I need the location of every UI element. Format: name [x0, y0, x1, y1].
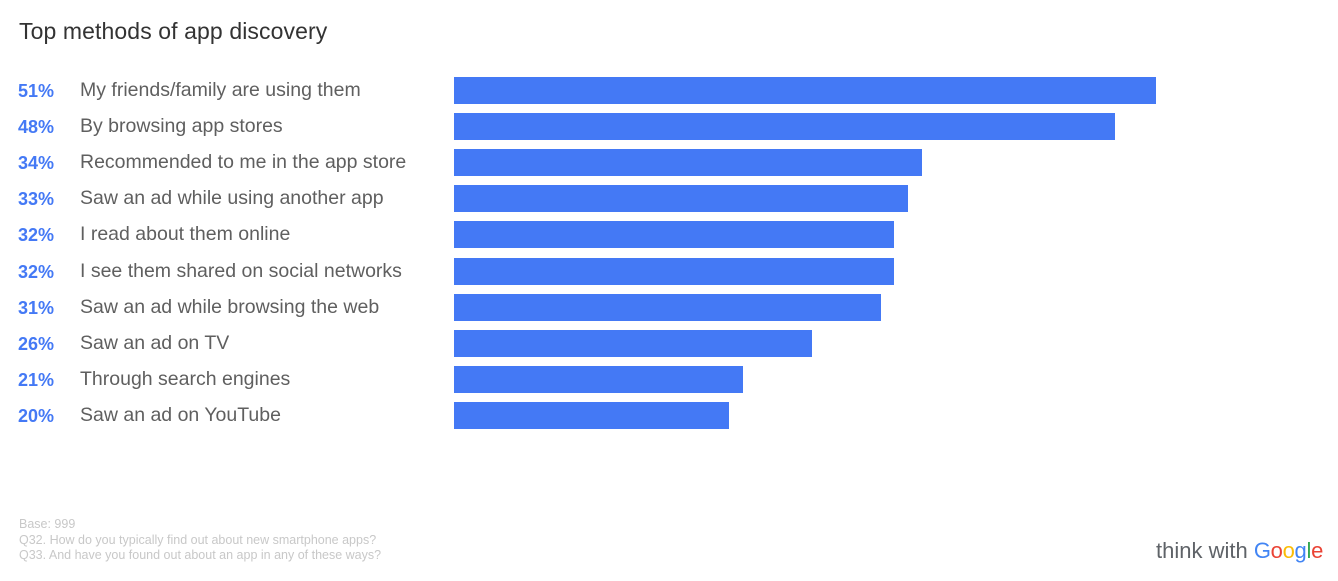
value-label: 32%: [18, 261, 55, 282]
footnote-base: Base: 999: [19, 517, 76, 531]
category-label: Saw an ad on TV: [80, 331, 230, 354]
google-letter: e: [1311, 538, 1323, 563]
category-label: Saw an ad while browsing the web: [80, 295, 380, 318]
footnote: Base: 999 Q32. How do you typically find…: [19, 517, 381, 564]
category-label: Recommended to me in the app store: [80, 151, 407, 174]
brand-prefix: think with: [1156, 538, 1254, 563]
chart-title: Top methods of app discovery: [19, 18, 328, 44]
google-letter: o: [1282, 538, 1295, 563]
category-label: Saw an ad on YouTube: [80, 403, 281, 426]
google-letter: l: [1306, 538, 1312, 563]
google-letter: G: [1253, 538, 1271, 563]
bar-chart: 51% My friends/family are using them 48% By…: [18, 77, 1156, 429]
bar: [454, 113, 1115, 141]
bar: [454, 221, 895, 249]
bar: [454, 329, 812, 357]
value-label: 34%: [18, 153, 55, 174]
value-label: 20%: [18, 405, 55, 426]
value-label: 51%: [18, 81, 55, 101]
bar: [454, 293, 881, 321]
value-label: 33%: [18, 189, 55, 210]
bar: [454, 365, 744, 393]
bar: [454, 77, 1156, 104]
value-label: 32%: [18, 225, 55, 246]
category-label: My friends/family are using them: [80, 79, 361, 101]
value-label: 21%: [18, 369, 55, 390]
category-label: I see them shared on social networks: [80, 259, 402, 282]
think-with-google-logo: think with Google: [1156, 538, 1323, 564]
category-label: Saw an ad while using another app: [80, 187, 384, 210]
value-label: 48%: [18, 117, 55, 138]
google-letter: g: [1294, 538, 1307, 563]
footnote-q32: Q32. How do you typically find out about…: [19, 532, 377, 547]
bar: [454, 401, 730, 429]
category-label: By browsing app stores: [80, 115, 283, 138]
google-wordmark: Google: [1254, 538, 1323, 563]
bar: [454, 149, 922, 177]
footnote-q33: Q33. And have you found out about an app…: [19, 548, 382, 562]
value-label: 26%: [18, 333, 55, 354]
category-label: I read about them online: [80, 223, 291, 246]
category-label: Through search engines: [80, 367, 291, 390]
value-label: 31%: [18, 297, 55, 318]
bar: [454, 257, 895, 285]
google-letter: o: [1270, 538, 1283, 563]
bar: [454, 185, 909, 213]
